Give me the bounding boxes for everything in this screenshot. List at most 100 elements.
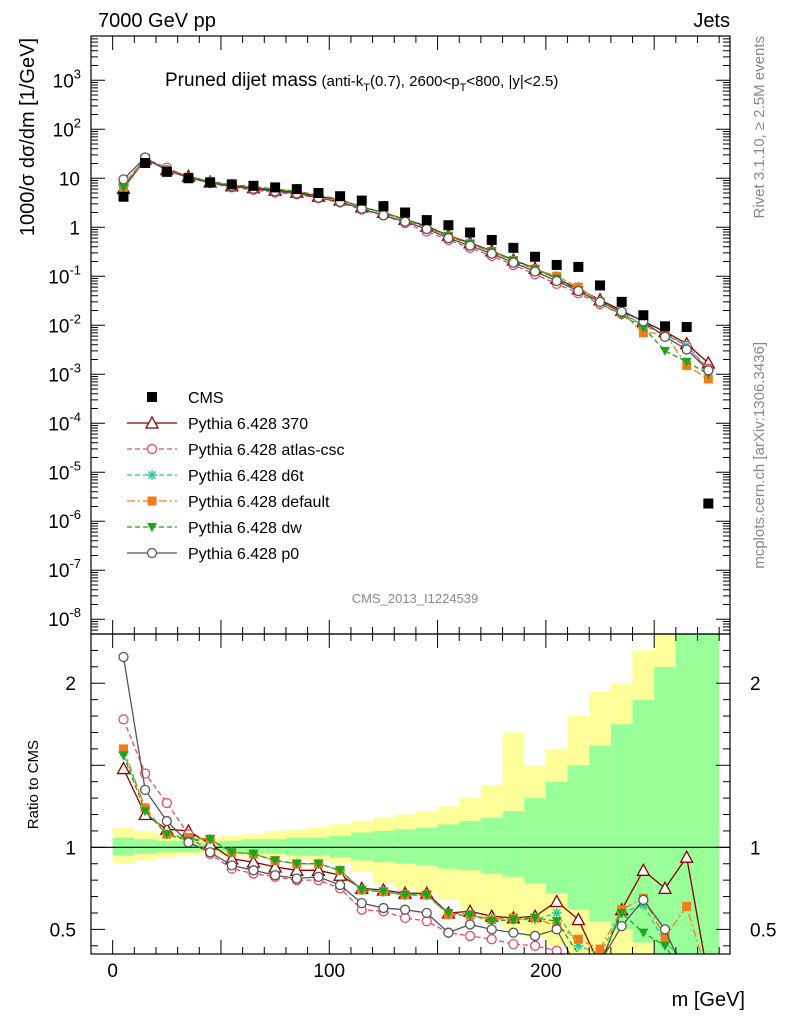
data-point bbox=[421, 215, 432, 226]
series-line bbox=[122, 157, 709, 371]
ratio-point bbox=[679, 849, 694, 863]
ratio-point bbox=[161, 797, 172, 809]
series-line bbox=[123, 156, 709, 371]
data-point bbox=[118, 191, 129, 202]
legend-label: Pythia 6.428 dw bbox=[188, 520, 302, 537]
ratio-point bbox=[248, 865, 259, 876]
header-left: 7000 GeV pp bbox=[98, 10, 216, 32]
star-stroke bbox=[147, 470, 157, 480]
chart-title: Pruned dijet mass (anti-kT(0.7), 2600<pT… bbox=[165, 70, 558, 94]
band-inner-bin bbox=[134, 839, 156, 854]
band-inner-bin bbox=[654, 666, 676, 954]
legend-label: Pythia 6.428 default bbox=[188, 494, 330, 511]
ratio-point bbox=[118, 651, 129, 663]
data-point bbox=[248, 180, 259, 191]
band-inner-bin bbox=[112, 837, 135, 856]
ratio-point bbox=[226, 848, 237, 858]
legend-label: Pythia 6.428 370 bbox=[188, 416, 308, 433]
ratio-point bbox=[508, 915, 519, 925]
ratio-point bbox=[659, 924, 671, 935]
band-inner-bin bbox=[394, 829, 416, 864]
ratio-point bbox=[657, 881, 673, 895]
y-tick-label: 10-1 bbox=[48, 262, 81, 288]
series-point bbox=[659, 331, 671, 342]
band-inner-bin bbox=[610, 724, 633, 930]
legend-item: Pythia 6.428 atlas-csc bbox=[127, 442, 345, 459]
ratio-pythia-6-428-p0 bbox=[118, 651, 677, 954]
band-inner-bin bbox=[242, 839, 265, 854]
band-inner-bin bbox=[524, 798, 546, 884]
data-point bbox=[313, 188, 324, 199]
ratio-point bbox=[270, 856, 281, 866]
ratio-point bbox=[465, 910, 476, 920]
ratio-point bbox=[529, 940, 541, 951]
band-inner-bin bbox=[350, 832, 373, 861]
ratio-point bbox=[660, 933, 670, 943]
y-axis-label-bottom: Ratio to CMS bbox=[25, 740, 42, 829]
data-point bbox=[508, 242, 519, 253]
ratio-point bbox=[378, 902, 389, 914]
ratio-point bbox=[248, 849, 259, 859]
y-tick-label: 10-2 bbox=[48, 311, 81, 337]
band-inner-bin bbox=[372, 830, 395, 863]
ratio-y-tick-label: 0.5 bbox=[50, 920, 76, 941]
series-point bbox=[638, 328, 648, 338]
data-point bbox=[205, 177, 216, 188]
series-pythia-6-428-default bbox=[118, 153, 713, 384]
band-inner-bin bbox=[480, 817, 503, 874]
ratio-point bbox=[682, 901, 692, 911]
ratio-series bbox=[116, 651, 705, 954]
band-inner-bin bbox=[589, 745, 611, 922]
band-inner-bin bbox=[264, 839, 286, 854]
ratio-point bbox=[443, 927, 454, 938]
band-inner-bin bbox=[545, 781, 568, 894]
series-point bbox=[551, 275, 562, 287]
series-point bbox=[486, 248, 497, 259]
ratio-point bbox=[118, 751, 129, 761]
data-point bbox=[681, 322, 692, 333]
ratio-point bbox=[551, 945, 562, 954]
x-tick-label: 0 bbox=[107, 961, 118, 982]
ratio-point bbox=[335, 866, 346, 876]
ratio-point bbox=[399, 904, 411, 915]
band-inner-bin bbox=[329, 835, 351, 858]
band-inner-bin bbox=[459, 821, 481, 871]
ratio-point bbox=[356, 886, 367, 895]
series-point bbox=[681, 344, 692, 355]
ratio-point bbox=[551, 907, 562, 918]
ratio-point bbox=[616, 908, 627, 918]
y-tick-label: 10-8 bbox=[48, 605, 81, 631]
ratio-point bbox=[486, 917, 497, 927]
ratio-point bbox=[313, 871, 324, 883]
ratio-pythia-6-428-dw bbox=[118, 751, 672, 954]
legend: CMS Pythia 6.428 370 Pythia 6.428 atlas-cs… bbox=[127, 390, 345, 563]
legend-label: CMS bbox=[188, 390, 224, 407]
y-tick-label: 1 bbox=[69, 218, 80, 239]
band-inner-bin bbox=[437, 824, 460, 869]
series-cms-data bbox=[118, 157, 714, 509]
legend-marker bbox=[147, 470, 157, 480]
series-pythia-6-428-dw bbox=[118, 154, 714, 380]
ratio-point bbox=[638, 894, 649, 905]
ratio-point bbox=[529, 930, 541, 942]
ratio-point bbox=[140, 784, 151, 796]
legend-item: Pythia 6.428 p0 bbox=[127, 546, 299, 563]
ratio-point bbox=[116, 761, 131, 775]
series-point bbox=[703, 365, 714, 376]
ratio-point bbox=[636, 862, 651, 876]
axes: 0 100 200 10-8 10-7 10-6 10-5 10-4 10-3 10-2 10-1 1… bbox=[48, 35, 776, 982]
ratio-point bbox=[183, 837, 194, 848]
ratio-point bbox=[638, 928, 649, 938]
series-point bbox=[378, 210, 389, 221]
ratio-y-tick-label-right: 0.5 bbox=[750, 920, 776, 941]
ratio-point bbox=[573, 934, 583, 944]
series-line bbox=[122, 157, 709, 375]
ratio-point bbox=[118, 744, 128, 754]
x-axis-label: m [GeV] bbox=[672, 989, 745, 1011]
legend-item: CMS bbox=[147, 390, 224, 407]
y-tick-label: 10-6 bbox=[48, 507, 81, 533]
ratio-point bbox=[378, 887, 389, 897]
ratio-point bbox=[616, 920, 627, 932]
chart-title-main: Pruned dijet mass bbox=[165, 70, 317, 91]
chart-title-detail: (anti-kT(0.7), 2600<pT<800, |y|<2.5) bbox=[322, 73, 559, 94]
